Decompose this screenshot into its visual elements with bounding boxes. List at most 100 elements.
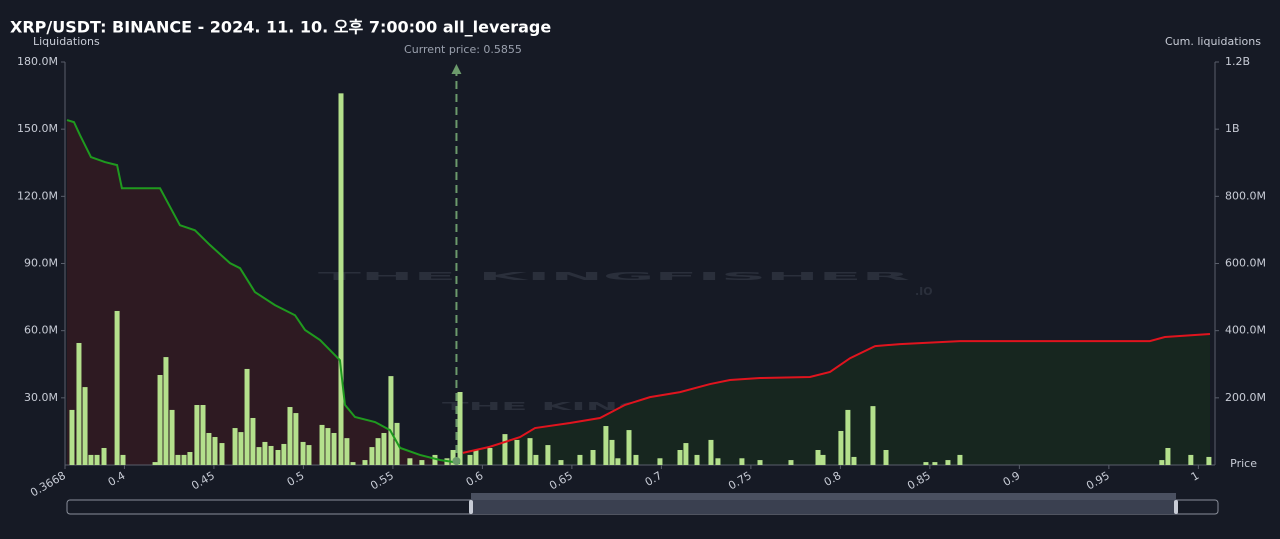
bar — [268, 445, 274, 465]
y-tick-label: 120.0M — [17, 189, 58, 202]
bar — [114, 310, 120, 465]
bar — [1159, 460, 1165, 465]
bar — [163, 357, 169, 465]
area-fill — [462, 334, 1210, 465]
bar — [362, 460, 368, 465]
y-tick-label: 180.0M — [17, 55, 58, 68]
bar — [502, 434, 508, 465]
bar — [94, 454, 100, 465]
bar — [306, 445, 312, 465]
y2-tick-label: 1B — [1225, 122, 1240, 135]
bar — [603, 426, 609, 465]
bar — [369, 447, 375, 465]
bar — [1165, 447, 1171, 465]
bar — [82, 387, 88, 465]
bar — [407, 458, 413, 465]
bar — [256, 447, 262, 465]
y2-tick-label: 200.0M — [1225, 391, 1266, 404]
bar — [923, 462, 929, 465]
y-tick-label: 90.0M — [24, 257, 58, 270]
y2-axis-label: Cum. liquidations — [1165, 35, 1261, 48]
bar — [350, 462, 356, 465]
bar — [694, 454, 700, 465]
bar — [175, 454, 181, 465]
y2-tick-label: 800.0M — [1225, 189, 1266, 202]
y-tick-label: 60.0M — [24, 324, 58, 337]
bar — [101, 447, 107, 465]
bar — [545, 445, 551, 465]
slider-window[interactable] — [471, 500, 1176, 514]
bar — [657, 458, 663, 465]
bar — [473, 449, 479, 465]
bar — [467, 454, 473, 465]
bar — [577, 454, 583, 465]
bar — [232, 428, 238, 465]
bar — [615, 458, 621, 465]
bar — [300, 441, 306, 465]
watermark-suffix: .IO — [915, 285, 933, 298]
y2-tick-label: 600.0M — [1225, 257, 1266, 270]
bar — [169, 409, 175, 465]
bar — [262, 441, 268, 465]
bar — [120, 454, 126, 465]
bar — [250, 417, 256, 465]
bar — [331, 432, 337, 465]
bar — [206, 432, 212, 465]
bar — [200, 404, 206, 465]
bar — [626, 430, 632, 465]
bar — [450, 449, 456, 465]
slider-handle[interactable] — [1174, 500, 1178, 514]
bar — [381, 432, 387, 465]
bar — [194, 404, 200, 465]
y-axis-label: Liquidations — [33, 35, 100, 48]
bar — [457, 392, 463, 465]
bar — [1206, 456, 1212, 465]
bar — [845, 409, 851, 465]
bar — [187, 452, 193, 465]
y-tick-label: 30.0M — [24, 391, 58, 404]
bar — [238, 432, 244, 465]
chart-title: XRP/USDT: BINANCE - 2024. 11. 10. 오후 7:0… — [10, 18, 551, 37]
bar — [157, 374, 163, 465]
bar — [820, 454, 826, 465]
zoom-slider[interactable] — [66, 493, 1219, 515]
bar — [325, 428, 331, 465]
bar — [219, 443, 225, 465]
bar — [419, 460, 425, 465]
bar — [533, 454, 539, 465]
bar — [870, 406, 876, 465]
bar — [487, 447, 493, 465]
slider-handle[interactable] — [469, 500, 473, 514]
y2-tick-label: 1.2B — [1225, 55, 1250, 68]
bar — [375, 438, 381, 465]
bar — [88, 454, 94, 465]
bar — [708, 439, 714, 465]
bar — [69, 409, 75, 465]
cum-line — [66, 119, 461, 464]
bar — [212, 437, 218, 465]
bar — [287, 407, 293, 465]
bar — [432, 454, 438, 465]
bar — [677, 449, 683, 465]
bar — [633, 454, 639, 465]
bar — [293, 413, 299, 465]
bar — [957, 454, 963, 465]
slider-bar[interactable] — [471, 493, 1176, 500]
y2-tick-label: 400.0M — [1225, 324, 1266, 337]
bar — [739, 458, 745, 465]
bar — [683, 443, 689, 465]
annotation: Current price: 0.5855 — [404, 43, 522, 56]
watermark: THE KINGFISHER — [318, 270, 913, 283]
bar — [590, 449, 596, 465]
bar — [181, 454, 187, 465]
bar — [715, 458, 721, 465]
bar — [338, 93, 344, 465]
bar — [275, 449, 281, 465]
bar — [514, 439, 520, 465]
bar — [609, 439, 615, 465]
y-tick-label: 150.0M — [17, 122, 58, 135]
bar — [788, 460, 794, 465]
current-price-arrow — [451, 64, 462, 74]
bar — [558, 460, 564, 465]
